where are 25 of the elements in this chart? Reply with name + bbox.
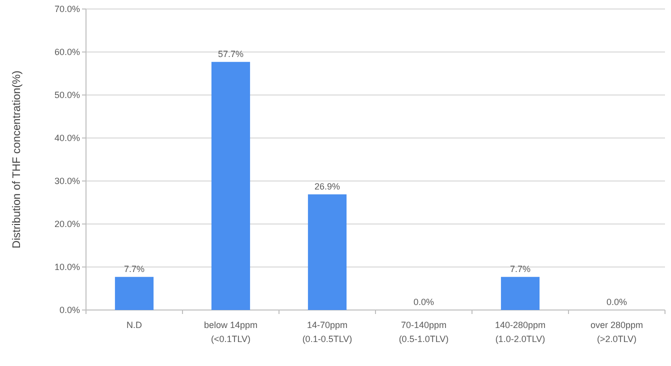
- bar: [114, 276, 154, 310]
- x-tick-label: 14-70ppm (0.1-0.5TLV): [302, 320, 352, 344]
- y-tick-label: 40.0%: [54, 133, 80, 144]
- y-tick-label: 20.0%: [54, 219, 80, 230]
- bar: [500, 276, 540, 310]
- y-tick-label: 10.0%: [54, 262, 80, 272]
- data-label: 0.0%: [606, 297, 628, 307]
- data-label: 26.9%: [314, 181, 340, 192]
- bar: [308, 194, 347, 310]
- data-label: 57.7%: [218, 48, 244, 59]
- x-tick-label: 70-140ppm (0.5-1.0TLV): [398, 320, 449, 344]
- x-tick-label: below 14ppm (<0.1TLV): [204, 320, 258, 344]
- data-label: 7.7%: [510, 264, 531, 274]
- y-tick-label: 50.0%: [54, 90, 80, 100]
- data-label: 0.0%: [413, 297, 434, 307]
- x-tick-label: N.D: [126, 320, 142, 330]
- data-label: 7.7%: [124, 264, 145, 274]
- x-tick-label: over 280ppm (>2.0TLV): [590, 320, 644, 344]
- bar: [211, 62, 250, 310]
- y-tick-label: 60.0%: [54, 47, 80, 58]
- y-tick-label: 70.0%: [54, 4, 80, 14]
- y-axis-title: Distribution of THF concentration(%): [11, 70, 23, 248]
- x-tick-label: 140-280ppm (1.0-2.0TLV): [494, 320, 546, 344]
- y-tick-label: 30.0%: [54, 176, 80, 186]
- y-tick-label: 0.0%: [59, 305, 80, 316]
